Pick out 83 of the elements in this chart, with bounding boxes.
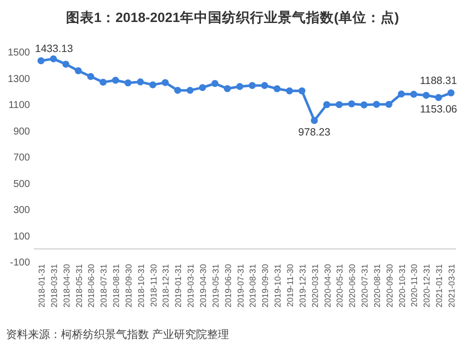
x-tick-label: 2018-04-30	[61, 264, 72, 308]
x-tick-label: 2020-09-30	[384, 264, 394, 308]
y-tick-label: 1300	[8, 74, 30, 85]
point	[360, 101, 368, 108]
x-tick-label: 2018-10-31	[136, 264, 146, 308]
data-label: 1153.06	[420, 104, 458, 116]
point	[385, 100, 392, 108]
x-tick-label: 2021-03-31	[446, 264, 456, 308]
data-label: 1433.13	[35, 42, 74, 55]
x-tick-label: 2020-07-31	[360, 264, 370, 308]
y-tick-label: 700	[13, 152, 30, 164]
y-tick-label: 1100	[8, 100, 30, 111]
point	[136, 78, 144, 86]
chart-title: 图表1：2018-2021年中国纺织行业景气指数(单位：点)	[66, 9, 400, 25]
point	[248, 82, 256, 89]
x-tick-label: 2019-12-31	[297, 264, 308, 308]
point	[74, 67, 82, 74]
x-tick-label: 2020-08-31	[372, 264, 382, 308]
x-tick-label: 2021-01-31	[434, 264, 444, 308]
x-tick-label: 2018-06-30	[86, 264, 96, 308]
y-tick-label: 900	[13, 126, 30, 138]
x-tick-label: 2020-06-30	[347, 264, 358, 308]
point	[310, 116, 318, 124]
x-tick-label: 2020-03-31	[310, 264, 320, 308]
point	[236, 83, 244, 90]
point	[298, 87, 306, 94]
point	[372, 100, 380, 108]
x-tick-label: 2019-01-31	[173, 264, 184, 308]
x-tick-label: 2019-08-31	[248, 264, 258, 308]
point	[422, 92, 430, 99]
x-tick-label: 2020-04-30	[322, 264, 332, 308]
point	[186, 86, 194, 94]
x-tick-label: 2019-06-30	[222, 264, 233, 308]
point	[199, 84, 206, 92]
point	[100, 78, 107, 86]
point	[410, 90, 418, 98]
point	[323, 101, 330, 108]
x-tick-label: 2020-12-31	[422, 264, 432, 308]
x-tick-label: 2019-09-30	[260, 264, 270, 308]
x-tick-label: 2018-07-31	[98, 264, 109, 308]
x-tick-label: 2018-12-31	[160, 264, 171, 308]
x-tick-label: 2019-11-30	[284, 264, 295, 307]
x-tick-label: 2019-03-31	[186, 264, 196, 308]
x-tick-label: 2018-05-31	[74, 264, 84, 308]
x-tick-label: 2020-11-30	[409, 264, 420, 307]
x-tick-label: 2018-03-31	[48, 264, 59, 308]
x-tick-label: 2019-10-31	[272, 264, 283, 308]
point	[336, 101, 343, 108]
y-tick-label: 100	[13, 231, 30, 242]
x-tick-label: 2020-05-31	[334, 264, 345, 308]
point	[124, 79, 132, 86]
point	[50, 55, 57, 62]
data-label: 978.23	[298, 126, 331, 138]
point	[398, 90, 405, 98]
point	[348, 100, 356, 108]
x-tick-label: 2019-05-31	[210, 264, 220, 308]
point	[211, 80, 218, 87]
point	[38, 57, 44, 64]
point	[62, 60, 70, 68]
point	[224, 85, 231, 92]
point	[112, 76, 120, 84]
y-tick-label: 300	[13, 205, 30, 216]
point	[149, 81, 156, 88]
point	[448, 89, 454, 96]
x-tick-label: 2018-11-30	[148, 264, 158, 307]
x-tick-label: 2018-01-31	[36, 264, 46, 308]
y-tick-label: -100	[10, 258, 30, 268]
data-label: 1188.31	[420, 74, 458, 87]
y-tick-label: 1500	[8, 48, 30, 58]
point	[162, 79, 169, 86]
point	[274, 85, 281, 92]
x-tick-label: 2019-07-31	[235, 264, 246, 308]
point	[87, 73, 94, 80]
point	[286, 87, 293, 94]
x-tick-label: 2020-10-31	[396, 264, 407, 308]
y-tick-label: 500	[13, 178, 30, 190]
point	[261, 82, 268, 89]
x-tick-label: 2019-04-30	[198, 264, 208, 308]
x-tick-label: 2018-08-31	[111, 264, 122, 308]
text: 资料来源：柯桥纺织景气指数 产业研究院整理	[6, 328, 230, 341]
point	[435, 94, 442, 102]
point	[174, 86, 182, 94]
x-tick-label: 2018-09-30	[123, 264, 134, 308]
